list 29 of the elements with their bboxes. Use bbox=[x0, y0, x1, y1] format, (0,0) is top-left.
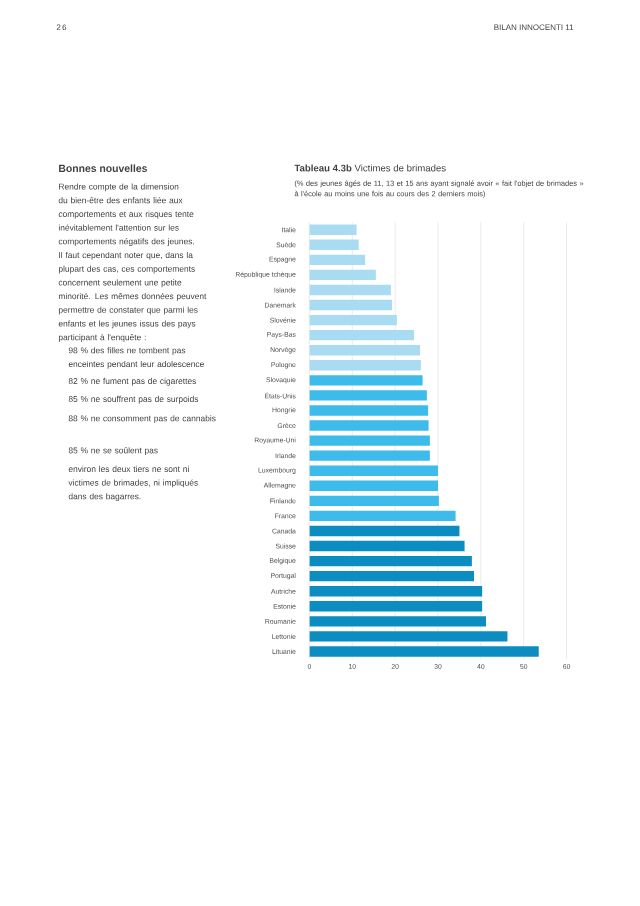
bar bbox=[309, 390, 427, 401]
bar bbox=[309, 269, 376, 281]
bar bbox=[309, 420, 429, 431]
bar bbox=[309, 450, 430, 461]
bar bbox=[309, 329, 414, 341]
bar bbox=[309, 480, 438, 491]
bar bbox=[309, 224, 357, 235]
bar bbox=[309, 465, 438, 476]
bar bbox=[309, 495, 439, 507]
bar bbox=[309, 510, 456, 522]
bar bbox=[309, 254, 366, 266]
bar bbox=[309, 540, 465, 552]
bar bbox=[309, 631, 508, 642]
bar bbox=[309, 570, 475, 582]
bar bbox=[309, 239, 359, 250]
bar bbox=[309, 435, 430, 446]
bar bbox=[309, 405, 429, 416]
bar bbox=[309, 601, 483, 612]
bar bbox=[309, 284, 391, 296]
bar bbox=[309, 555, 472, 567]
bar bbox=[309, 646, 539, 657]
bar bbox=[309, 616, 487, 627]
bar bbox=[309, 345, 420, 356]
bar bbox=[309, 299, 393, 311]
bar bbox=[309, 375, 423, 386]
bar bbox=[309, 586, 483, 597]
bar bbox=[309, 525, 460, 537]
bar bbox=[309, 314, 397, 326]
bar bbox=[309, 360, 421, 371]
